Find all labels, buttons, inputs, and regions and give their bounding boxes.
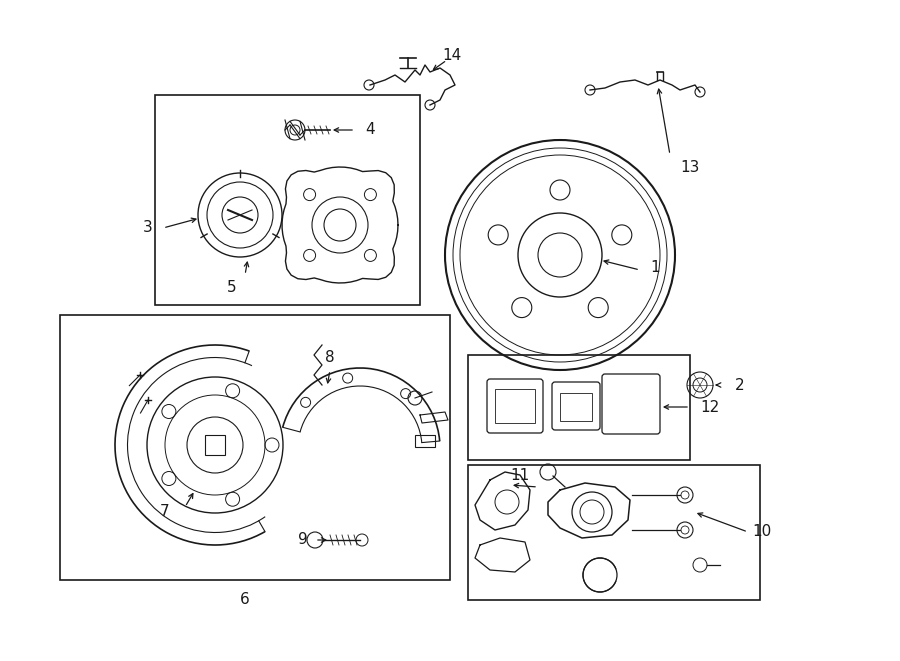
Text: 2: 2 bbox=[735, 377, 745, 393]
Text: 7: 7 bbox=[160, 504, 170, 520]
Bar bbox=[60, 315, 450, 580]
Bar bbox=[415, 435, 435, 447]
Bar bbox=[495, 389, 535, 423]
Text: 6: 6 bbox=[240, 592, 250, 607]
Text: 3: 3 bbox=[143, 221, 153, 235]
Text: 1: 1 bbox=[650, 260, 660, 276]
Text: 8: 8 bbox=[325, 350, 335, 364]
Text: 5: 5 bbox=[227, 280, 237, 295]
Bar bbox=[560, 393, 592, 421]
Text: 9: 9 bbox=[298, 533, 308, 547]
Bar bbox=[468, 465, 760, 600]
Bar bbox=[155, 95, 420, 305]
Text: 10: 10 bbox=[752, 524, 771, 539]
Bar bbox=[205, 435, 225, 455]
Text: 13: 13 bbox=[680, 161, 699, 176]
Text: 12: 12 bbox=[700, 399, 720, 414]
Text: 4: 4 bbox=[365, 122, 374, 137]
Text: 14: 14 bbox=[443, 48, 462, 63]
Text: 11: 11 bbox=[510, 469, 529, 483]
Bar bbox=[468, 355, 690, 460]
